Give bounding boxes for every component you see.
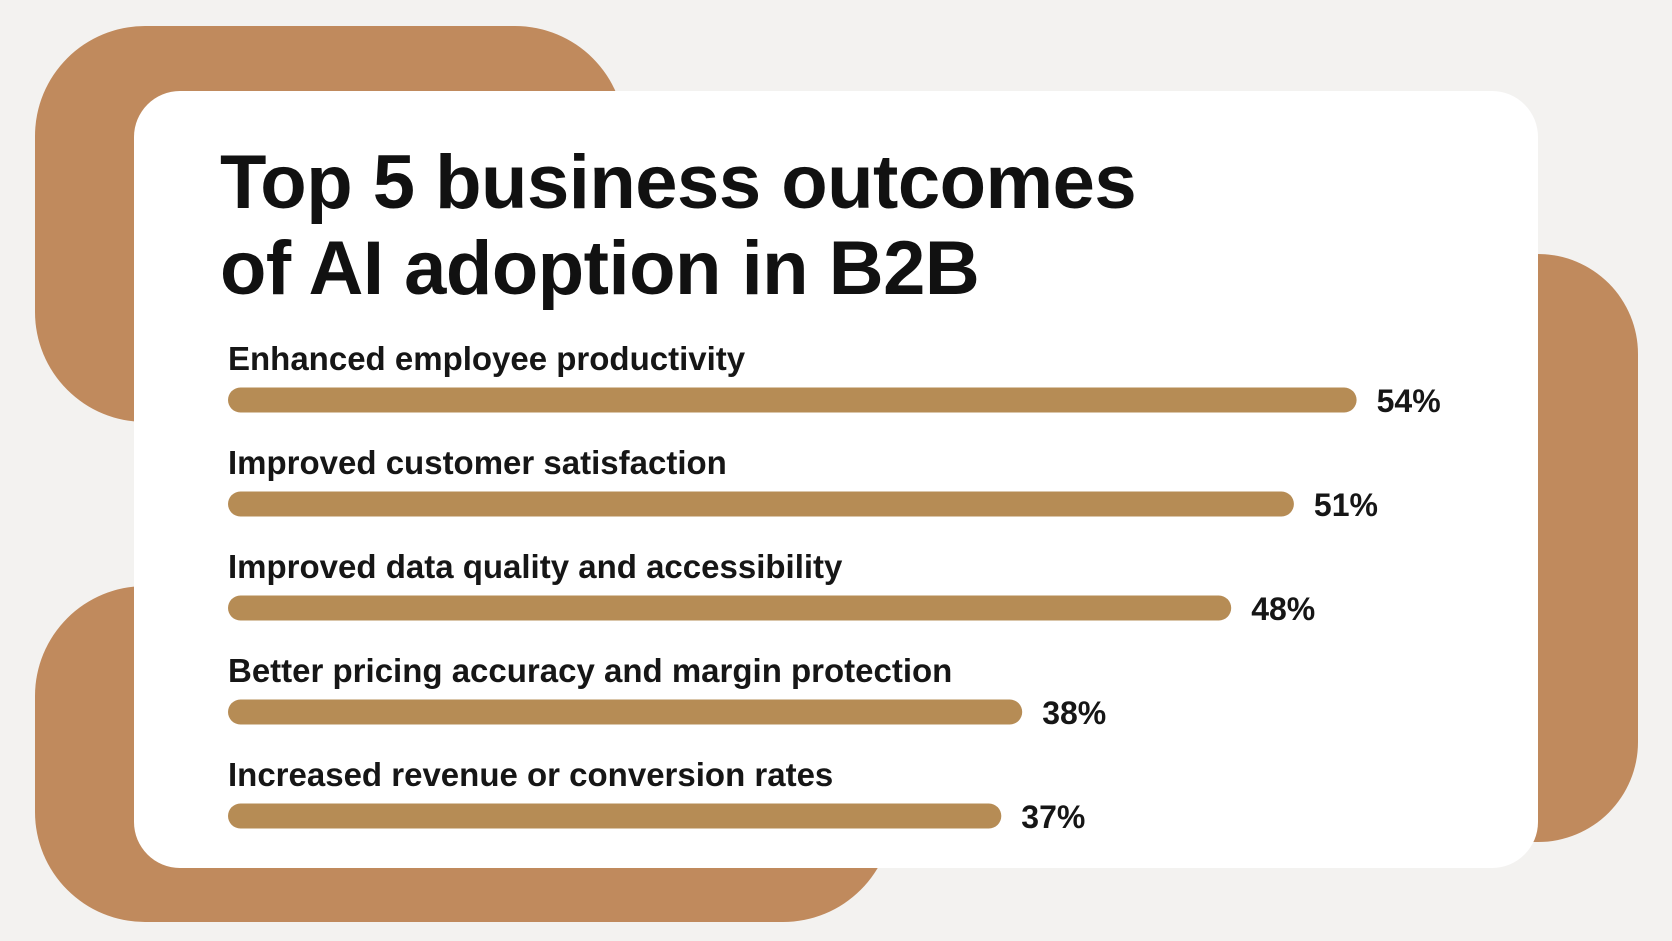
value-label: 37% bbox=[1021, 799, 1085, 835]
category-label: Improved data quality and accessibility bbox=[228, 548, 843, 585]
chart-title: Top 5 business outcomes of AI adoption i… bbox=[220, 140, 1370, 312]
value-label: 51% bbox=[1314, 487, 1378, 523]
value-label: 48% bbox=[1251, 591, 1315, 627]
bar bbox=[228, 387, 1357, 413]
value-label: 54% bbox=[1377, 383, 1441, 419]
bar bbox=[228, 595, 1232, 621]
bar bbox=[228, 699, 1023, 725]
bar bbox=[228, 803, 1002, 829]
chart-title-line-1: Top 5 business outcomes bbox=[220, 140, 1137, 225]
category-label: Enhanced employee productivity bbox=[228, 340, 746, 377]
category-label: Increased revenue or conversion rates bbox=[228, 756, 833, 793]
bar bbox=[228, 491, 1294, 517]
value-label: 38% bbox=[1042, 695, 1106, 731]
chart-card bbox=[134, 91, 1538, 868]
category-label: Improved customer satisfaction bbox=[228, 444, 727, 481]
category-label: Better pricing accuracy and margin prote… bbox=[228, 652, 952, 689]
chart-title-line-2: of AI adoption in B2B bbox=[220, 226, 980, 311]
